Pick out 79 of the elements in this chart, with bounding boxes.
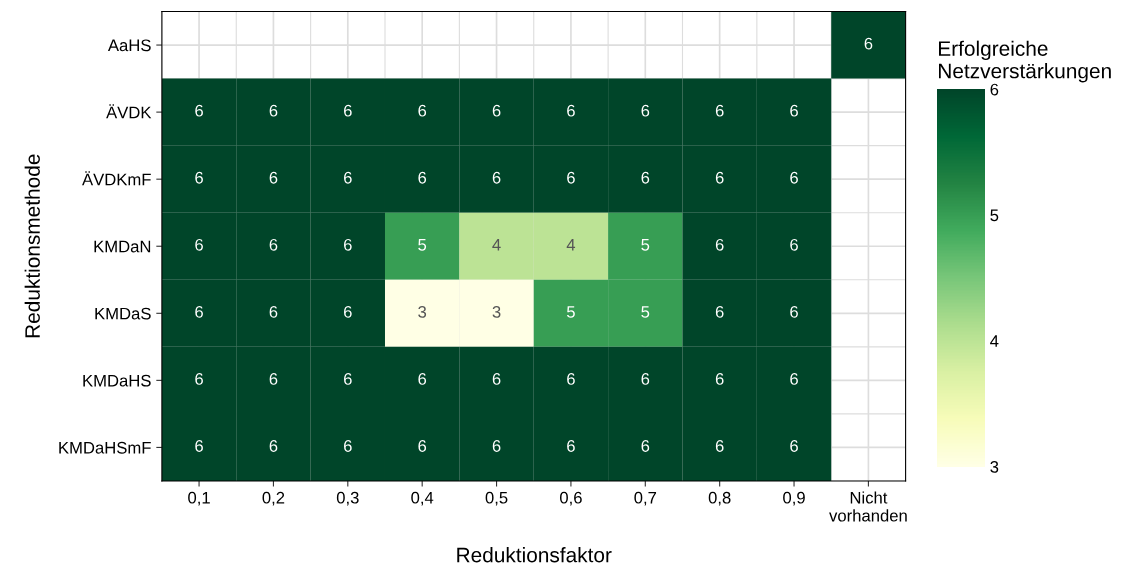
color-bar-title: Erfolgreiche Netzverstärkungen <box>939 40 1111 83</box>
data-label: 6 <box>344 373 352 385</box>
data-label: 3 <box>492 305 501 318</box>
data-label: 6 <box>864 37 873 50</box>
data-label: 6 <box>641 373 650 385</box>
x-axis-title: Reduktionsfaktor <box>457 547 612 563</box>
color-bar-label: 6 <box>990 83 999 96</box>
data-label: 6 <box>715 373 724 385</box>
data-label: 6 <box>790 440 798 452</box>
data-label: 6 <box>567 104 575 117</box>
data-label: 5 <box>418 239 427 251</box>
x-tick-label: 0,5 <box>485 491 508 506</box>
data-label: 6 <box>715 305 724 318</box>
data-label: 6 <box>492 373 501 385</box>
data-label: 6 <box>269 440 278 452</box>
data-label: 6 <box>790 373 798 385</box>
data-label: 6 <box>492 104 501 117</box>
x-tick-label: 0,6 <box>559 491 582 506</box>
data-label: 6 <box>269 104 278 117</box>
data-label: 6 <box>567 440 575 452</box>
x-tick-label: Nicht vorhanden <box>829 491 907 522</box>
data-label: 6 <box>418 373 427 385</box>
data-label: 4 <box>492 239 501 251</box>
data-label: 6 <box>790 171 798 184</box>
y-tick-label: ÄVDKmF <box>82 171 151 186</box>
y-tick-label: ÄVDK <box>106 104 152 119</box>
data-label: 6 <box>715 171 724 184</box>
data-label: 4 <box>566 239 576 251</box>
data-label: 6 <box>195 104 203 117</box>
data-label: 6 <box>269 238 278 251</box>
data-label: 6 <box>567 373 575 385</box>
data-label: 6 <box>269 373 278 385</box>
data-label: 6 <box>344 104 352 117</box>
data-label: 6 <box>418 104 427 117</box>
data-label: 6 <box>344 171 352 184</box>
data-label: 6 <box>269 171 278 184</box>
data-label: 6 <box>344 305 352 318</box>
y-tick-label: KMDaS <box>95 307 151 320</box>
color-bar-label: 5 <box>990 209 999 222</box>
data-label: 5 <box>641 239 650 251</box>
data-label: 6 <box>641 440 650 452</box>
data-label: 6 <box>492 171 501 184</box>
data-label: 5 <box>641 306 650 318</box>
data-label: 6 <box>641 104 650 117</box>
data-label: 6 <box>492 440 501 452</box>
y-tick-label: KMDaHS <box>83 374 151 387</box>
data-label: 6 <box>641 171 650 184</box>
data-label: 6 <box>418 171 427 184</box>
data-label: 6 <box>344 440 352 452</box>
data-label: 6 <box>790 238 798 251</box>
y-tick-label: AaHS <box>107 39 151 52</box>
data-label: 6 <box>790 305 798 318</box>
color-bar-label: 3 <box>990 460 999 473</box>
data-label: 6 <box>715 440 724 452</box>
data-label: 6 <box>344 238 352 251</box>
data-label: 5 <box>566 306 575 318</box>
x-tick-label: 0,9 <box>783 491 805 506</box>
y-tick-label: KMDaN <box>94 240 151 253</box>
color-bar-label: 4 <box>990 335 999 347</box>
x-tick-label: 0,1 <box>188 491 210 506</box>
data-label: 6 <box>567 171 575 184</box>
x-tick-label: 0,8 <box>708 491 731 506</box>
data-label: 6 <box>715 104 724 117</box>
data-label: 6 <box>269 305 278 318</box>
x-tick-label: 0,3 <box>336 491 359 506</box>
data-label: 6 <box>195 373 203 385</box>
x-tick-label: 0,2 <box>262 491 285 506</box>
data-label: 6 <box>418 440 427 452</box>
data-label: 6 <box>715 238 724 251</box>
y-axis-title: Reduktionsmethode <box>24 154 40 338</box>
data-label: 6 <box>195 440 203 452</box>
data-label: 6 <box>195 171 203 184</box>
data-label: 6 <box>195 238 203 251</box>
x-tick-label: 0,7 <box>634 491 657 506</box>
data-label: 6 <box>790 104 798 117</box>
data-label: 3 <box>418 305 427 318</box>
y-tick-label: KMDaHSmF <box>59 441 151 454</box>
x-tick-label: 0,4 <box>411 491 434 506</box>
data-label: 6 <box>195 305 203 318</box>
